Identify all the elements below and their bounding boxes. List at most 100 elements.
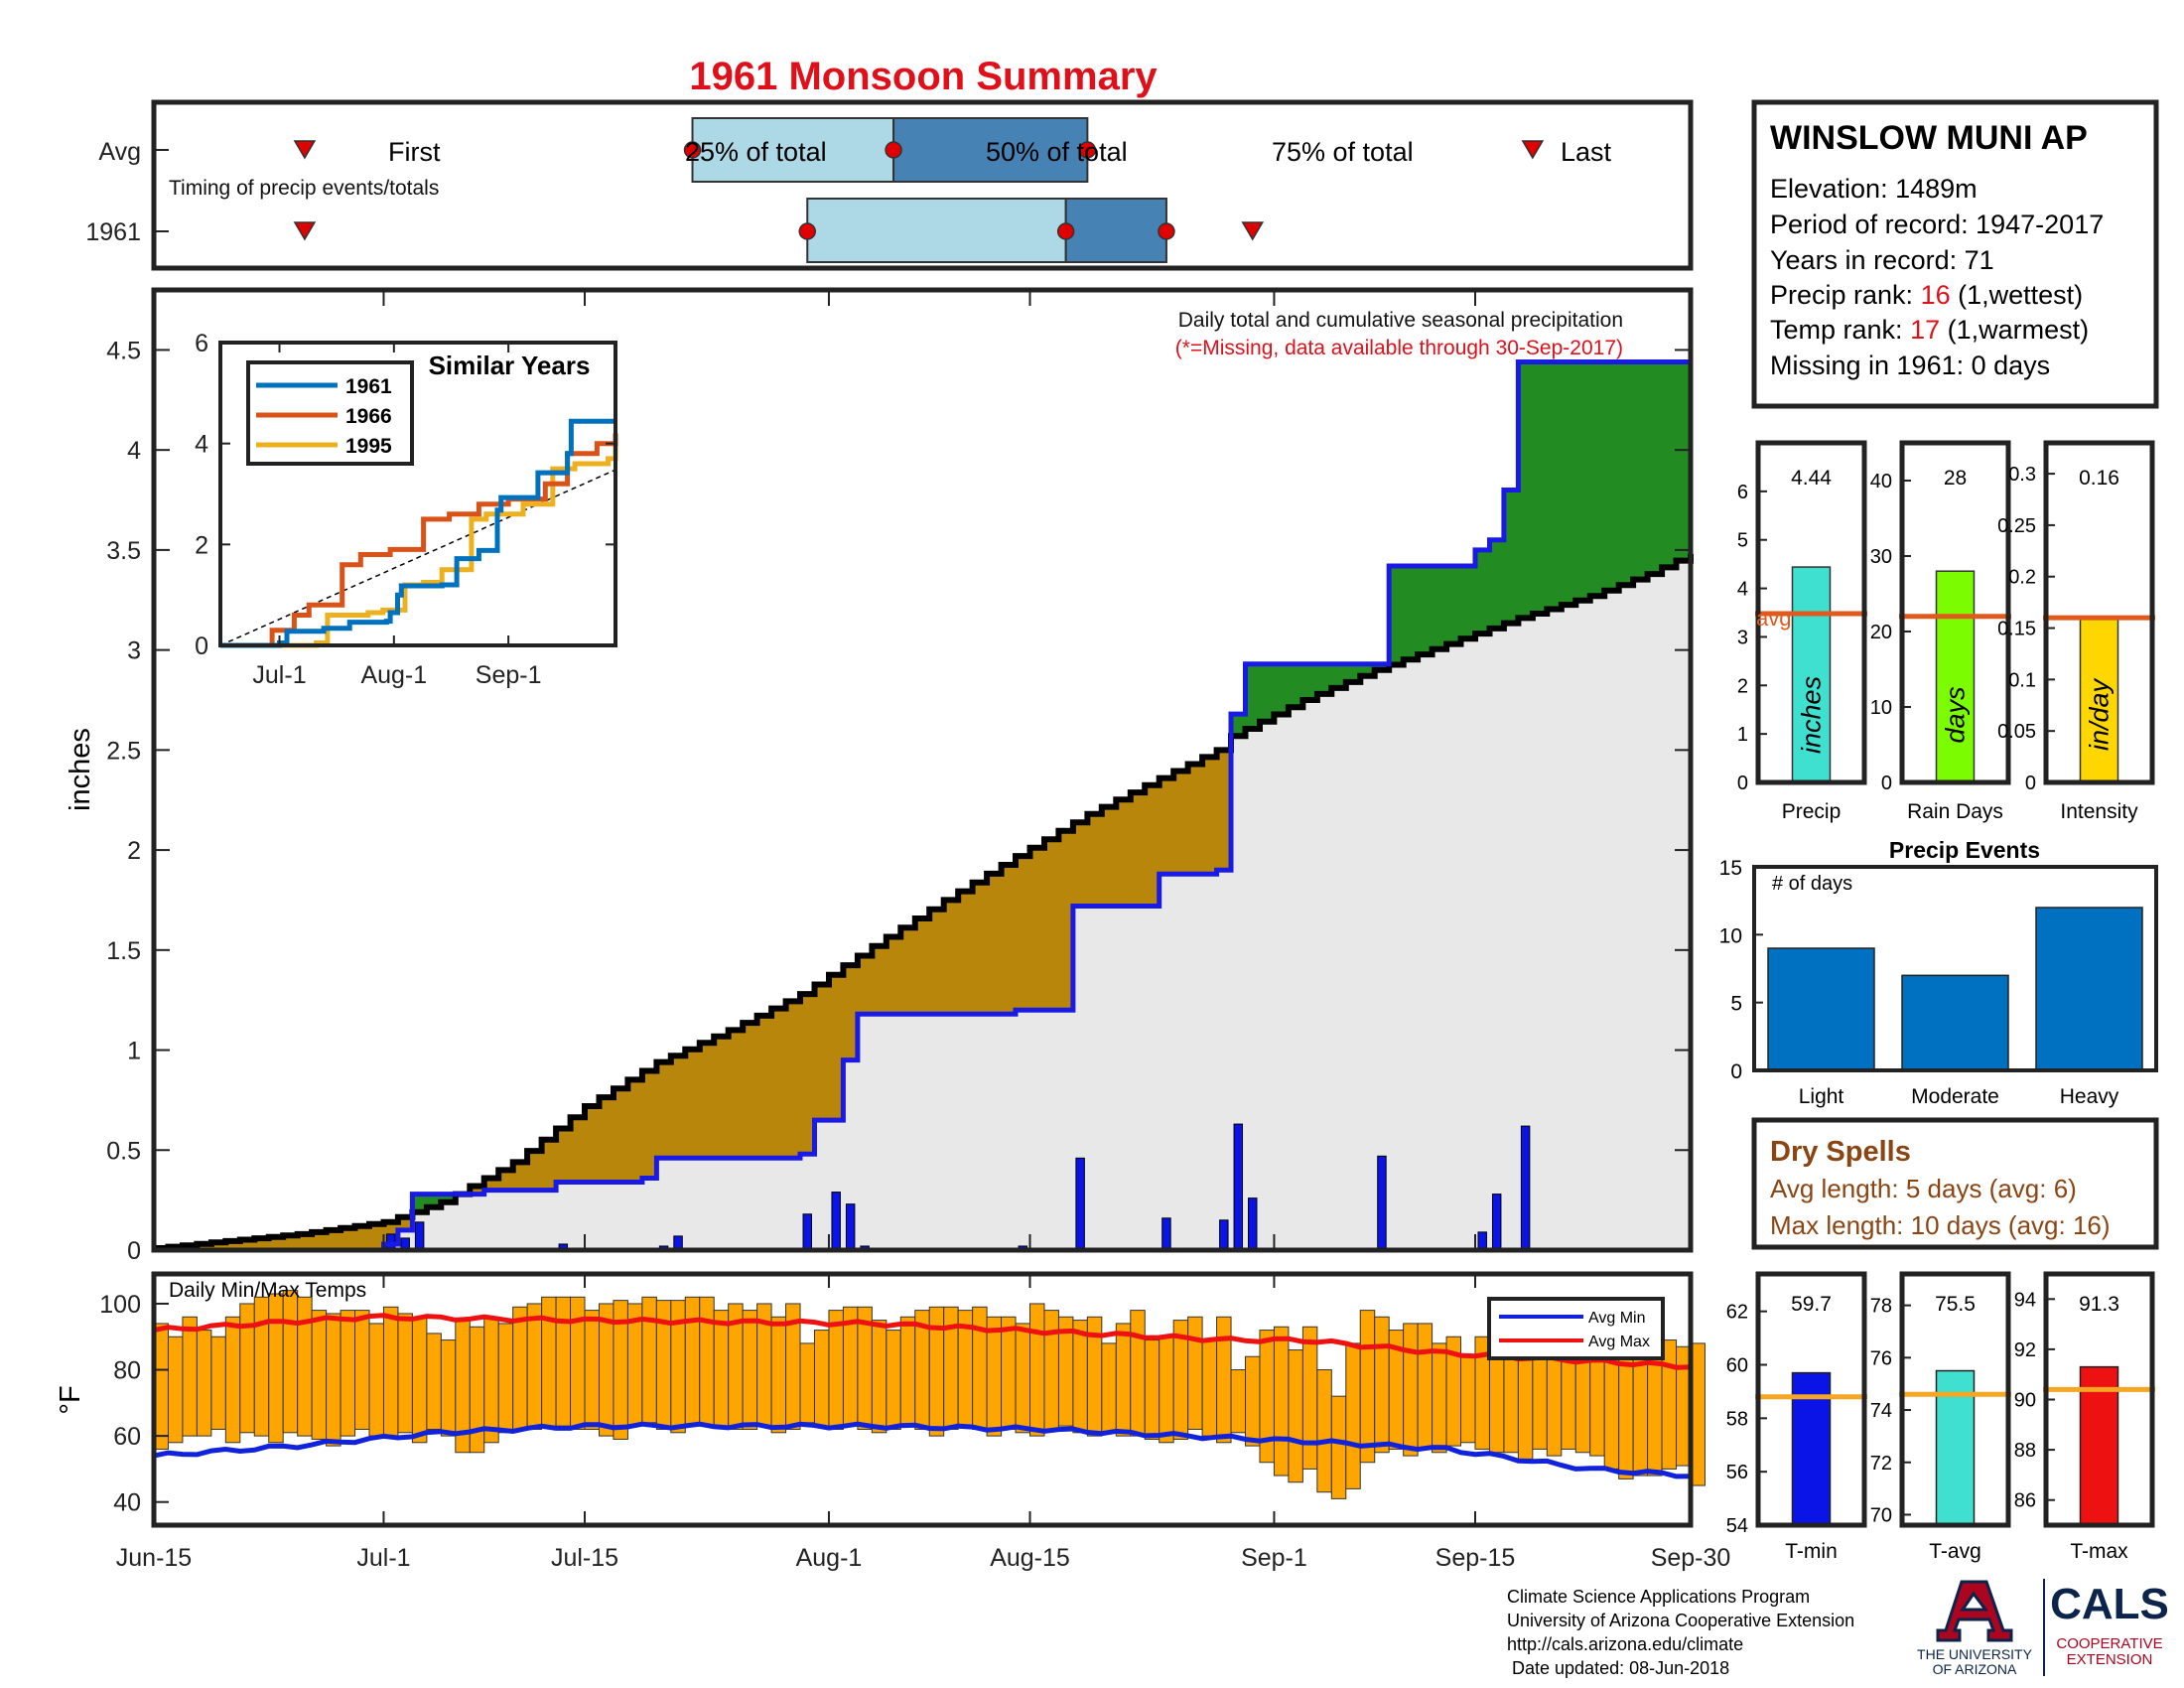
daily-temp-bar	[340, 1310, 356, 1437]
daily-temp-bar	[1159, 1336, 1174, 1444]
station-precip-rank: Precip rank: 16 (1,wettest)	[1770, 280, 2083, 310]
timing-label-75pct: 75% of total	[1272, 137, 1414, 167]
timing-year-marker-p75	[1158, 222, 1175, 240]
daily-precip-bar	[1477, 1231, 1487, 1251]
daily-temp-bar	[1403, 1323, 1419, 1457]
panel-ytick-label: 0.1	[2008, 669, 2036, 691]
footer-line-3: http://cals.arizona.edu/climate	[1507, 1634, 1743, 1654]
above-avg-fill	[1389, 566, 1405, 665]
temp-panel-value-T-avg: 75.5	[1935, 1293, 1976, 1316]
daily-temp-bar	[1216, 1316, 1232, 1444]
timing-year-marker-last	[1241, 221, 1265, 241]
above-avg-fill	[1532, 361, 1548, 614]
below-avg-fill	[987, 873, 1003, 1015]
daily-temp-bar	[742, 1310, 758, 1430]
below-avg-fill	[1001, 864, 1017, 1015]
daily-temp-bar	[426, 1333, 442, 1430]
main-ytick-label: 0.5	[106, 1137, 141, 1165]
below-avg-fill	[771, 1008, 787, 1159]
below-avg-fill	[1043, 839, 1060, 1011]
below-avg-fill	[613, 1088, 629, 1183]
daily-temp-bar	[512, 1306, 528, 1430]
precip-events-ytick-label: 0	[1730, 1060, 1742, 1083]
above-avg-fill	[1432, 566, 1447, 649]
panel-xlabel-Rain Days: Rain Days	[1907, 800, 2003, 823]
station-period: Period of record: 1947-2017	[1770, 210, 2104, 239]
panel-ytick-label: 4	[1737, 579, 1748, 601]
below-avg-fill	[254, 1238, 270, 1250]
dry-spells-box: Dry Spells Avg length: 5 days (avg: 6) M…	[1751, 1117, 2159, 1250]
precip-events-bar-Heavy	[2035, 907, 2143, 1071]
panel-unit-Rain Days: days	[1941, 686, 1971, 743]
daily-temp-bar	[1115, 1323, 1132, 1437]
daily-precip-bar	[802, 1213, 812, 1251]
below-avg-fill	[1029, 847, 1045, 1011]
daily-temp-bar	[253, 1296, 270, 1437]
below-avg-fill	[197, 1243, 212, 1250]
timing-avg-box-50-75	[892, 117, 1089, 183]
panel-ytick-label: 0	[1881, 773, 1892, 794]
below-avg-fill	[268, 1236, 284, 1250]
above-avg-fill	[1503, 490, 1519, 624]
temp-panel-frame-T-min	[1755, 1271, 1867, 1528]
below-avg-fill	[239, 1239, 255, 1250]
above-avg-fill	[412, 1194, 428, 1212]
cumulative-1961-line	[154, 359, 1691, 1253]
daily-temp-bar	[1201, 1339, 1218, 1437]
below-avg-fill	[958, 891, 974, 1015]
footer: Climate Science Applications Program Uni…	[1507, 1579, 2169, 1678]
daily-temp-bar	[713, 1310, 730, 1427]
timing-label-first: First	[388, 137, 441, 167]
inset-series-1995	[220, 438, 618, 648]
main-ytick-label: 0	[127, 1237, 141, 1265]
inset-xtick-label: Aug-1	[360, 661, 427, 689]
daily-temp-bar	[1330, 1395, 1347, 1499]
below-avg-fill	[1216, 750, 1232, 871]
panel-ytick-label: 1	[1737, 724, 1748, 746]
daily-temp-bar	[1345, 1342, 1361, 1489]
x-tick-label: Aug-1	[796, 1544, 863, 1572]
station-missing: Missing in 1961: 0 days	[1770, 351, 2050, 380]
daily-temp-bar	[397, 1313, 413, 1434]
panel-bar-Precip	[1791, 566, 1832, 783]
main-header: Daily total and cumulative seasonal prec…	[1178, 309, 1623, 332]
cals-logo-line-2: EXTENSION	[2067, 1651, 2153, 1668]
precip-events-ytick-label: 15	[1719, 857, 1742, 880]
daily-temp-bar	[986, 1316, 1003, 1437]
below-avg-fill	[283, 1235, 299, 1250]
inset-legend-label-1966: 1966	[345, 405, 392, 428]
panel-ytick-label: 30	[1870, 546, 1892, 568]
above-avg-fill	[1489, 539, 1505, 629]
daily-temp-bar	[1374, 1316, 1390, 1454]
daily-temp-bar	[699, 1296, 715, 1427]
above-avg-fill	[1245, 663, 1261, 729]
below-avg-fill	[900, 927, 916, 1015]
daily-precip-bar	[831, 1192, 841, 1251]
dry-spells-frame	[1751, 1117, 2159, 1250]
daily-temp-bar	[297, 1296, 313, 1437]
panel-avg-label: avg	[1756, 606, 1791, 631]
temp-panel-ytick-label: 58	[1726, 1408, 1748, 1430]
daily-temp-bar	[411, 1316, 428, 1444]
below-avg-fill	[857, 955, 873, 1015]
inset-ytick-label: 2	[195, 531, 208, 559]
daily-temp-bar	[641, 1296, 657, 1424]
daily-temp-bar	[196, 1330, 212, 1437]
inset-frame	[218, 341, 617, 647]
temp-panel-value-T-max: 91.3	[2079, 1293, 2119, 1316]
daily-temp-bar	[871, 1320, 887, 1434]
below-avg-fill	[570, 1117, 586, 1183]
temp-frame	[151, 1271, 1694, 1528]
above-avg-fill	[1676, 361, 1692, 561]
below-avg-fill	[1159, 777, 1174, 875]
daily-temp-bar	[1359, 1310, 1376, 1464]
inset-avg-line	[219, 469, 616, 646]
daily-temp-bar	[828, 1310, 844, 1430]
panel-ytick-label: 40	[1870, 471, 1892, 492]
temp-panel-xlabel-T-max: T-max	[2070, 1540, 2128, 1563]
below-avg-fill	[670, 1055, 686, 1159]
panel-value-Intensity: 0.16	[2079, 467, 2119, 490]
panel-xlabel-Precip: Precip	[1782, 800, 1842, 823]
daily-temp-bar	[1432, 1342, 1447, 1454]
